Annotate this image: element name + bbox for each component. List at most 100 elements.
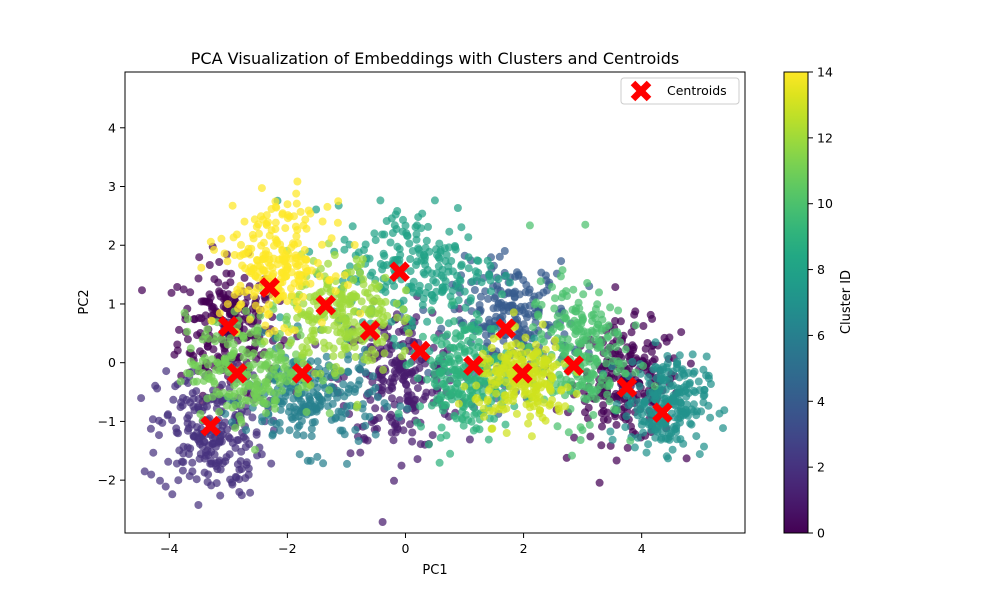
scatter-point — [299, 292, 308, 301]
scatter-point — [608, 435, 617, 444]
scatter-point — [472, 273, 481, 281]
scatter-point — [281, 224, 290, 233]
scatter-point — [719, 424, 727, 433]
scatter-point — [295, 282, 304, 291]
scatter-point — [246, 488, 255, 497]
scatter-point — [449, 388, 458, 397]
scatter-point — [186, 444, 195, 453]
scatter-point — [275, 379, 284, 388]
scatter-point — [413, 455, 422, 464]
centroid-marker — [389, 261, 410, 282]
scatter-point — [561, 402, 570, 411]
scatter-point — [412, 235, 421, 244]
scatter-point — [591, 387, 600, 396]
scatter-point — [413, 257, 422, 266]
scatter-point — [581, 408, 589, 417]
scatter-point — [294, 389, 303, 398]
scatter-point — [514, 270, 523, 279]
scatter-point — [569, 285, 578, 294]
scatter-point — [266, 387, 275, 396]
scatter-point — [420, 251, 429, 260]
scatter-point — [259, 350, 268, 359]
scatter-point — [715, 409, 724, 418]
scatter-point — [381, 273, 390, 282]
y-axis-ticks: −2 −1 0 1 2 3 4 — [98, 120, 125, 488]
scatter-point — [378, 383, 387, 392]
scatter-point — [223, 340, 232, 349]
scatter-point — [649, 389, 658, 398]
scatter-point — [198, 356, 207, 365]
scatter-point — [155, 431, 163, 440]
scatter-point — [551, 343, 560, 352]
scatter-point — [192, 475, 201, 484]
scatter-point — [325, 409, 334, 418]
scatter-point — [205, 261, 214, 269]
scatter-point — [254, 220, 263, 229]
scatter-point — [292, 232, 301, 241]
scatter-point — [271, 218, 280, 227]
scatter-point — [478, 387, 487, 395]
scatter-point — [622, 412, 631, 421]
scatter-point — [417, 224, 426, 233]
scatter-point — [392, 341, 401, 350]
scatter-point — [184, 424, 193, 433]
scatter-point — [666, 382, 675, 390]
scatter-point — [413, 418, 422, 427]
scatter-point — [451, 334, 460, 343]
scatter-point — [376, 259, 385, 268]
scatter-point — [551, 336, 560, 345]
scatter-point — [405, 336, 414, 345]
scatter-point — [506, 390, 515, 399]
scatter-point — [344, 300, 353, 309]
scatter-point — [282, 377, 291, 386]
scatter-point — [371, 430, 380, 439]
scatter-point — [436, 367, 445, 376]
scatter-point — [215, 309, 224, 318]
scatter-point — [324, 259, 333, 268]
scatter-point — [437, 324, 446, 333]
scatter-point — [422, 388, 431, 397]
scatter-point — [206, 237, 215, 246]
scatter-point — [650, 382, 659, 391]
scatter-point — [580, 375, 589, 384]
scatter-point — [237, 401, 245, 409]
scatter-point — [251, 301, 260, 310]
scatter-point — [482, 369, 491, 378]
scatter-point — [210, 379, 219, 388]
scatter-point — [457, 262, 466, 270]
scatter-point — [526, 412, 535, 421]
scatter-point — [371, 279, 379, 288]
scatter-point — [403, 387, 412, 396]
scatter-point — [327, 415, 336, 424]
scatter-point — [241, 443, 250, 451]
scatter-point — [260, 337, 269, 346]
scatter-point — [551, 294, 559, 303]
scatter-point — [312, 205, 321, 214]
scatter-point — [195, 253, 204, 262]
scatter-point — [203, 446, 212, 455]
centroid-marker — [563, 355, 585, 376]
scatter-point — [246, 250, 255, 259]
scatter-point — [637, 409, 646, 418]
scatter-point — [464, 233, 473, 242]
scatter-point — [588, 370, 597, 378]
scatter-point — [164, 410, 172, 419]
scatter-point — [398, 352, 406, 361]
scatter-point — [270, 241, 278, 250]
scatter-point — [500, 247, 509, 255]
scatter-point — [306, 456, 315, 465]
scatter-point — [287, 368, 296, 377]
scatter-point — [594, 335, 603, 344]
colorbar-tick-label: 8 — [817, 262, 825, 277]
scatter-point — [578, 313, 587, 322]
scatter-point — [326, 362, 334, 371]
scatter-point — [344, 368, 353, 377]
scatter-point — [387, 428, 396, 437]
scatter-point — [651, 425, 660, 434]
scatter-point — [344, 388, 353, 397]
scatter-point — [161, 482, 170, 491]
scatter-point — [306, 381, 315, 390]
scatter-point — [233, 436, 242, 445]
scatter-point — [364, 309, 373, 318]
scatter-point — [507, 358, 516, 367]
